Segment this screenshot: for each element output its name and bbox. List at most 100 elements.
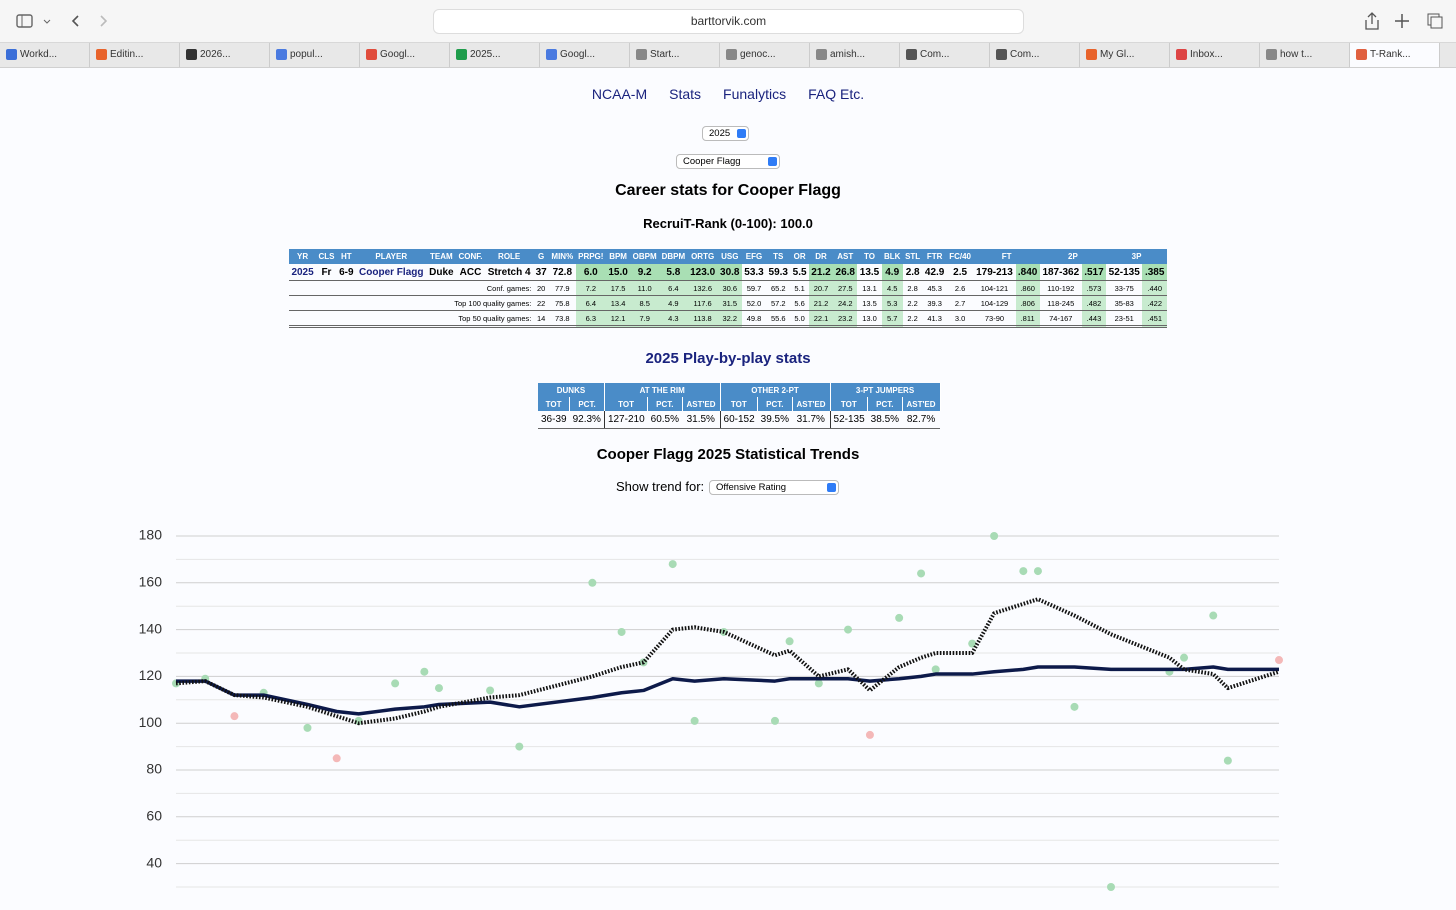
nav-link[interactable]: NCAA-M [591,86,648,102]
browser-tab[interactable]: Googl... [540,43,630,67]
column-header: EFG [741,249,767,264]
column-header: TEAM [426,249,457,264]
stat-cell: 30.8 [717,264,742,281]
address-bar[interactable]: barttorvik.com [433,9,1024,34]
stat-cell: 45.3 [922,280,947,296]
stat-cell: .482 [1081,295,1107,311]
stat-cell: 13.4 [605,295,631,311]
game-point [303,723,312,732]
browser-tab[interactable]: T-Rank... [1350,43,1440,67]
sub-header: AST'ED [682,397,721,411]
browser-tab[interactable]: popul... [270,43,360,67]
column-header: STL [902,249,923,264]
stat-cell: 74-167 [1039,310,1082,327]
stat-cell: .860 [1015,280,1040,296]
stat-cell: 52-135 [1106,264,1143,281]
column-header: FTR [922,249,947,264]
stat-cell: 23.2 [833,310,858,327]
game-point [917,569,926,578]
split-row: Top 50 quality games: 14 73.8 6.3 12.1 7.9 4.3… [289,310,1167,327]
browser-tab[interactable]: how t... [1260,43,1350,67]
game-point [420,667,429,676]
stat-cell: 6.4 [659,280,688,296]
stat-cell: 2.2 [902,295,923,311]
column-header: FT [973,249,1040,264]
sub-header: TOT [720,397,759,411]
y-tick-label: 80 [146,761,162,777]
subheader-row: TOT PCT. TOT PCT. AST'ED TOT PCT. AST'ED TOT PCT.… [538,397,941,411]
stat-cell: .440 [1142,280,1167,296]
group-header: DUNKS [538,383,605,397]
stat-cell: 39.5% [757,411,793,429]
tab-icon [906,49,917,60]
game-point [1180,653,1189,662]
stat-cell: 53.3 [741,264,767,281]
split-row: Top 100 quality games: 22 75.8 6.4 13.4 8.5 4.… [289,295,1167,311]
stat-cell: 2.5 [946,264,974,281]
nav-link[interactable]: FAQ Etc. [808,86,865,102]
stat-cell: Fr [316,264,337,281]
split-label: Top 50 quality games: [289,310,534,327]
game-point [434,684,443,693]
column-header: CLS [316,249,337,264]
game-point [617,627,626,636]
stat-cell: 13.1 [857,280,882,296]
player-select[interactable]: Cooper Flagg [676,154,780,169]
browser-tab[interactable]: My Gl... [1080,43,1170,67]
browser-tab[interactable]: genoc... [720,43,810,67]
stat-cell: 60.5% [647,411,682,429]
tab-icon [96,49,107,60]
group-header: OTHER 2-PT [720,383,831,397]
column-header: ORTG [687,249,718,264]
browser-tab[interactable]: Googl... [360,43,450,67]
stat-cell: 118-245 [1039,295,1082,311]
sub-header: PCT. [867,397,903,411]
stat-cell: 7.2 [575,280,606,296]
browser-tab[interactable]: Workd... [0,43,90,67]
nav-link[interactable]: Funalytics [723,86,787,102]
browser-tab[interactable]: Start... [630,43,720,67]
trend-select[interactable]: Offensive Rating [709,480,839,495]
browser-tab[interactable]: 2025... [450,43,540,67]
year-select[interactable]: 2025 [702,126,750,141]
stat-cell: 26.8 [833,264,858,281]
tab-icon [546,49,557,60]
career-row: 2025 Fr 6-9 Cooper Flagg Duke ACC Stretch 4 37 7… [289,264,1167,281]
stat-cell: 32.2 [717,310,742,327]
game-point [1019,567,1028,576]
trend-label: Show trend for: [616,479,705,494]
browser-tab[interactable]: Editin... [90,43,180,67]
column-header: MIN% [548,249,576,264]
stat-cell: 3.0 [946,310,974,327]
stat-cell: 57.2 [766,295,791,311]
column-header: ROLE [484,249,534,264]
browser-tab[interactable]: 2026... [180,43,270,67]
stat-cell: 2.7 [946,295,974,311]
game-point [814,679,823,688]
stat-cell: 20.7 [808,280,834,296]
stat-cell: 6.4 [575,295,606,311]
stat-cell: 2.6 [946,280,974,296]
browser-tab[interactable]: Inbox... [1170,43,1260,67]
browser-tab[interactable]: amish... [810,43,900,67]
game-point [230,712,239,721]
stat-cell: 21.2 [808,264,834,281]
column-header: OBPM [630,249,660,264]
tab-icon [276,49,287,60]
stat-cell: .806 [1015,295,1040,311]
stat-cell: 31.7% [792,411,831,429]
stat-cell: 75.8 [548,295,576,311]
stat-cell: 30.6 [717,280,742,296]
stat-cell: 60-152 [719,411,758,429]
game-point [770,716,779,725]
game-point [1106,883,1115,891]
tab-icon [1266,49,1277,60]
tab-icon [456,49,467,60]
tab-icon [6,49,17,60]
tab-icon [1176,49,1187,60]
sub-header: PCT. [647,397,683,411]
browser-tab[interactable]: Com... [900,43,990,67]
stat-cell: 5.8 [659,264,688,281]
browser-tab[interactable]: Com... [990,43,1080,67]
nav-link[interactable]: Stats [669,86,702,102]
